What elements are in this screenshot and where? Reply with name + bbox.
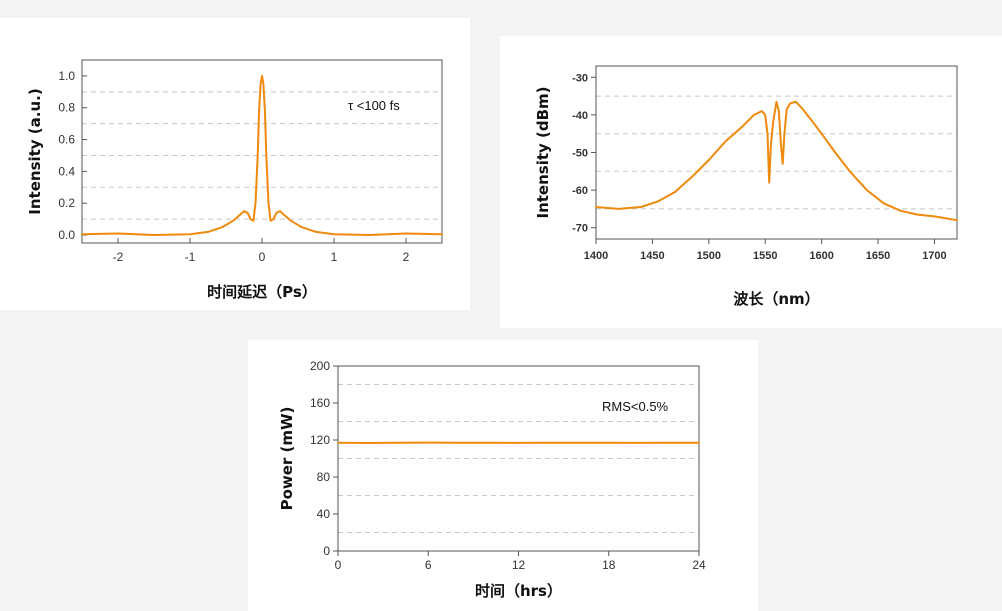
y-tick-label: -40 — [572, 110, 588, 122]
x-tick-label: 1650 — [866, 250, 890, 262]
y-tick-label: -60 — [572, 185, 588, 197]
y-axis-title: Power (mW) — [278, 407, 296, 511]
y-tick-label: 80 — [317, 470, 331, 484]
y-tick-label: 1.0 — [58, 69, 75, 83]
x-tick-label: 12 — [512, 558, 526, 572]
y-tick-label: 0.6 — [58, 133, 75, 147]
series-line — [81, 74, 443, 236]
x-axis-title: 时间（hrs） — [475, 582, 562, 600]
power-stability-chart: 0 6 12 18 24 0 40 80 120 160 200 时间（hrs） Power (mW) R… — [278, 359, 706, 600]
y-tick-label: 0 — [323, 544, 330, 558]
x-tick-label: 18 — [602, 558, 616, 572]
y-tick-label: 200 — [310, 359, 330, 373]
x-tick-label: -2 — [113, 250, 124, 264]
chart-annotation: τ <100 fs — [348, 98, 400, 113]
x-tick-label: 0 — [259, 250, 266, 264]
x-tick-label: 2 — [403, 250, 410, 264]
x-tick-label: 1600 — [809, 250, 833, 262]
x-tick-label: 6 — [425, 558, 432, 572]
y-tick-label: -50 — [572, 148, 588, 160]
y-tick-label: -30 — [572, 72, 588, 84]
y-tick-label: 160 — [310, 396, 330, 410]
y-tick-label: 40 — [317, 507, 331, 521]
x-tick-label: 1500 — [697, 250, 721, 262]
x-axis-title: 时间延迟（Ps） — [207, 283, 317, 301]
x-tick-label: 1700 — [922, 250, 946, 262]
y-tick-label: 0.0 — [58, 228, 75, 242]
autocorrelation-panel: -2 -1 0 1 2 0.0 0.2 0.4 0.6 0.8 1.0 时间延迟（Ps） Intensi… — [0, 18, 470, 310]
x-tick-label: 1 — [331, 250, 338, 264]
x-tick-label: -1 — [185, 250, 196, 264]
y-tick-label: -70 — [572, 223, 588, 235]
x-tick-label: 24 — [692, 558, 706, 572]
power-stability-panel: 0 6 12 18 24 0 40 80 120 160 200 时间（hrs） Power (mW) R… — [248, 340, 758, 611]
spectrum-panel: 1400 1450 1500 1550 1600 1650 1700 -70 -60 -50 -40… — [500, 36, 1002, 328]
x-tick-label: 1550 — [753, 250, 777, 262]
x-tick-label: 1450 — [640, 250, 664, 262]
x-tick-label: 1400 — [584, 250, 608, 262]
plot-frame — [595, 65, 958, 240]
x-tick-label: 0 — [335, 558, 342, 572]
y-tick-label: 0.2 — [58, 196, 75, 210]
y-tick-label: 0.8 — [58, 101, 75, 115]
plot-frame — [81, 59, 443, 244]
spectrum-chart: 1400 1450 1500 1550 1600 1650 1700 -70 -60 -50 -40… — [534, 65, 958, 308]
autocorrelation-chart: -2 -1 0 1 2 0.0 0.2 0.4 0.6 0.8 1.0 时间延迟（Ps） Intensi… — [26, 59, 443, 301]
series-line — [595, 100, 958, 222]
y-axis-title: Intensity (a.u.) — [26, 88, 44, 214]
y-tick-label: 120 — [310, 433, 330, 447]
y-tick-label: 0.4 — [58, 164, 75, 178]
x-axis-title: 波长（nm） — [733, 290, 819, 308]
chart-annotation: RMS<0.5% — [602, 399, 669, 414]
y-axis-title: Intensity (dBm) — [534, 86, 552, 218]
